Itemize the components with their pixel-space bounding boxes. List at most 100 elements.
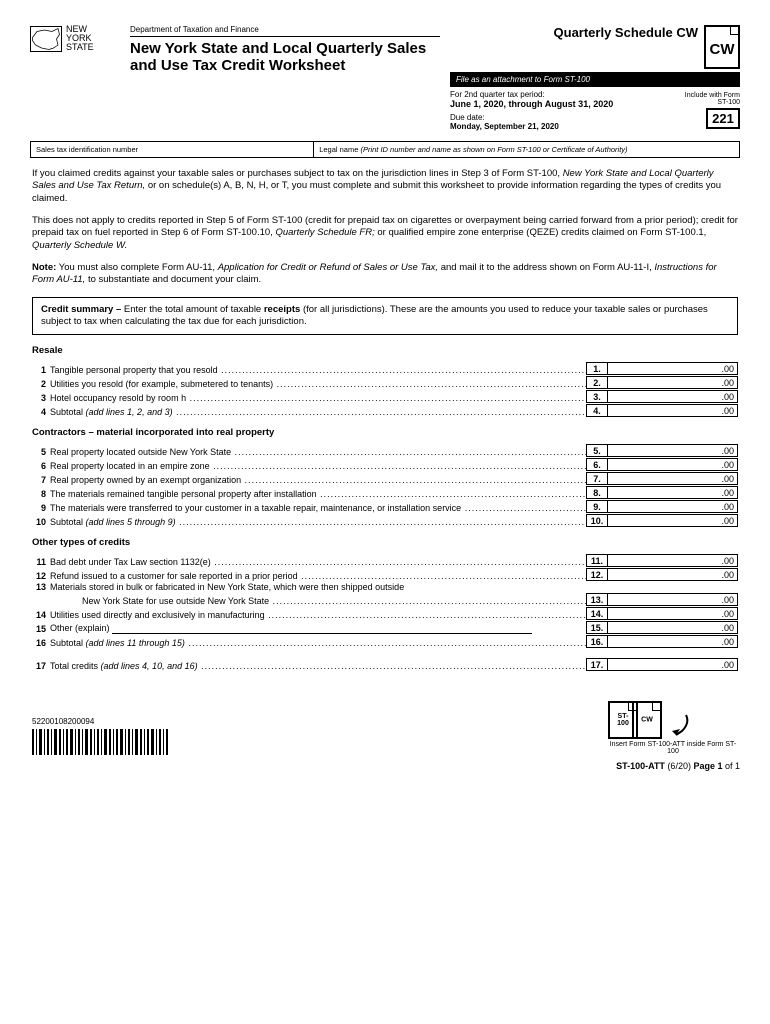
- line-amount-field[interactable]: .00: [608, 554, 738, 567]
- line-amount-field[interactable]: .00: [608, 607, 738, 620]
- line-box-number: 14.: [586, 607, 608, 620]
- line-number: 1: [32, 365, 50, 375]
- note-para: Note: You must also complete Form AU-11,…: [32, 262, 738, 287]
- line-description: Utilities you resold (for example, subme…: [50, 379, 586, 389]
- resale-heading: Resale: [32, 345, 738, 356]
- due-label: Due date:: [450, 113, 485, 122]
- line-row-13: 13Materials stored in bulk or fabricated…: [32, 582, 738, 592]
- line-amount-field[interactable]: .00: [608, 486, 738, 499]
- line-row-15: 15Other (explain) 15..00: [32, 621, 738, 634]
- schedule-title: Quarterly Schedule CW: [450, 25, 698, 40]
- line-row-9: 9The materials were transferred to your …: [32, 500, 738, 513]
- line-box-number: 8.: [586, 486, 608, 499]
- line-number: 10: [32, 517, 50, 527]
- line-row-12: 12Refund issued to a customer for sale r…: [32, 568, 738, 581]
- due-date: Monday, September 21, 2020: [450, 122, 559, 131]
- other-heading: Other types of credits: [32, 537, 738, 548]
- form-title: New York State and Local Quarterly Sales…: [130, 40, 440, 75]
- line-amount-field[interactable]: .00: [608, 390, 738, 403]
- line-amount-field[interactable]: .00: [608, 404, 738, 417]
- line-description: Bad debt under Tax Law section 1132(e) .…: [50, 557, 586, 567]
- ny-state-outline-icon: [30, 26, 62, 52]
- line-amount-field[interactable]: .00: [608, 658, 738, 671]
- insert-arrow-icon: [666, 709, 692, 739]
- line-row-13-cont: New York State for use outside New York …: [32, 593, 738, 606]
- line-box-number: 9.: [586, 500, 608, 513]
- line-description: Real property owned by an exempt organiz…: [50, 475, 586, 485]
- line-description: Real property located in an empire zone …: [50, 461, 586, 471]
- form-code: 221: [706, 108, 740, 129]
- contractors-heading: Contractors – material incorporated into…: [32, 427, 738, 438]
- line-description: Utilities used directly and exclusively …: [50, 610, 586, 620]
- line-number: 6: [32, 461, 50, 471]
- period-range: June 1, 2020, through August 31, 2020: [450, 99, 680, 109]
- line-number: 3: [32, 393, 50, 403]
- line-description: Tangible personal property that you reso…: [50, 365, 586, 375]
- doc-icon: CW: [704, 25, 740, 69]
- line-amount-field[interactable]: .00: [608, 444, 738, 457]
- line-number: 11: [32, 557, 50, 567]
- line-description: Refund issued to a customer for sale rep…: [50, 571, 586, 581]
- line-description: Subtotal (add lines 11 through 15) .....…: [50, 638, 586, 648]
- line-row-14: 14Utilities used directly and exclusivel…: [32, 607, 738, 620]
- line-amount-field[interactable]: .00: [608, 376, 738, 389]
- line-box-number: 6.: [586, 458, 608, 471]
- line-row-10: 10Subtotal (add lines 5 through 9) .....…: [32, 514, 738, 527]
- line-row-5: 5Real property located outside New York …: [32, 444, 738, 457]
- barcode-icon: [32, 729, 172, 755]
- line-number: 12: [32, 571, 50, 581]
- line-description: Materials stored in bulk or fabricated i…: [50, 582, 738, 592]
- line-description: Hotel occupancy resold by room h .......…: [50, 393, 586, 403]
- state-logo: NEWYORKSTATE: [30, 25, 120, 131]
- line-amount-field[interactable]: .00: [608, 514, 738, 527]
- line-number: 4: [32, 407, 50, 417]
- line-description-cont: New York State for use outside New York …: [50, 596, 586, 606]
- line-row-1: 1Tangible personal property that you res…: [32, 362, 738, 375]
- include-note: Include with Form ST-100: [680, 92, 740, 106]
- sales-tax-id-label[interactable]: Sales tax identification number: [31, 142, 314, 157]
- instruction-para-2: This does not apply to credits reported …: [32, 215, 738, 252]
- line-box-number: 4.: [586, 404, 608, 417]
- line-amount-field[interactable]: .00: [608, 362, 738, 375]
- cw-label: CW: [706, 41, 738, 58]
- line-row-16: 16Subtotal (add lines 11 through 15) ...…: [32, 635, 738, 648]
- line-box-number: 11.: [586, 554, 608, 567]
- line-amount-field[interactable]: .00: [608, 568, 738, 581]
- line-box-number: 2.: [586, 376, 608, 389]
- line-box-number: 13.: [586, 593, 608, 606]
- barcode-number: 52200108200094: [32, 717, 172, 726]
- form-header: NEWYORKSTATE Department of Taxation and …: [30, 25, 740, 131]
- line-amount-field[interactable]: .00: [608, 621, 738, 634]
- line-description: The materials remained tangible personal…: [50, 489, 586, 499]
- line-amount-field[interactable]: .00: [608, 500, 738, 513]
- line-box-number: 5.: [586, 444, 608, 457]
- line-row-3: 3Hotel occupancy resold by room h ......…: [32, 390, 738, 403]
- line-box-number: 15.: [586, 621, 608, 634]
- line-box-number: 12.: [586, 568, 608, 581]
- line-number: 7: [32, 475, 50, 485]
- line-box-number: 1.: [586, 362, 608, 375]
- insert-caption: Insert Form ST-100-ATT inside Form ST-10…: [608, 741, 738, 755]
- line-amount-field[interactable]: .00: [608, 593, 738, 606]
- line-description: Other (explain): [50, 623, 586, 634]
- line-number: 16: [32, 638, 50, 648]
- line-number: 15: [32, 624, 50, 634]
- form-footer: 52200108200094: [30, 701, 740, 755]
- line-number: 5: [32, 447, 50, 457]
- credit-summary-box: Credit summary – Enter the total amount …: [32, 297, 738, 336]
- line-description: Subtotal (add lines 1, 2, and 3) .......…: [50, 407, 586, 417]
- line-amount-field[interactable]: .00: [608, 472, 738, 485]
- legal-name-label[interactable]: Legal name (Print ID number and name as …: [314, 142, 739, 157]
- line-description: Subtotal (add lines 5 through 9) .......…: [50, 517, 586, 527]
- line-number: 2: [32, 379, 50, 389]
- department-label: Department of Taxation and Finance: [130, 25, 440, 34]
- line-row-4: 4Subtotal (add lines 1, 2, and 3) ......…: [32, 404, 738, 417]
- line-row-2: 2Utilities you resold (for example, subm…: [32, 376, 738, 389]
- line-amount-field[interactable]: .00: [608, 458, 738, 471]
- instruction-para-1: If you claimed credits against your taxa…: [32, 168, 738, 205]
- line-box-number: 3.: [586, 390, 608, 403]
- line-description: Total credits (add lines 4, 10, and 16) …: [50, 661, 586, 671]
- period-label: For 2nd quarter tax period:: [450, 90, 680, 99]
- line-amount-field[interactable]: .00: [608, 635, 738, 648]
- line-number: 14: [32, 610, 50, 620]
